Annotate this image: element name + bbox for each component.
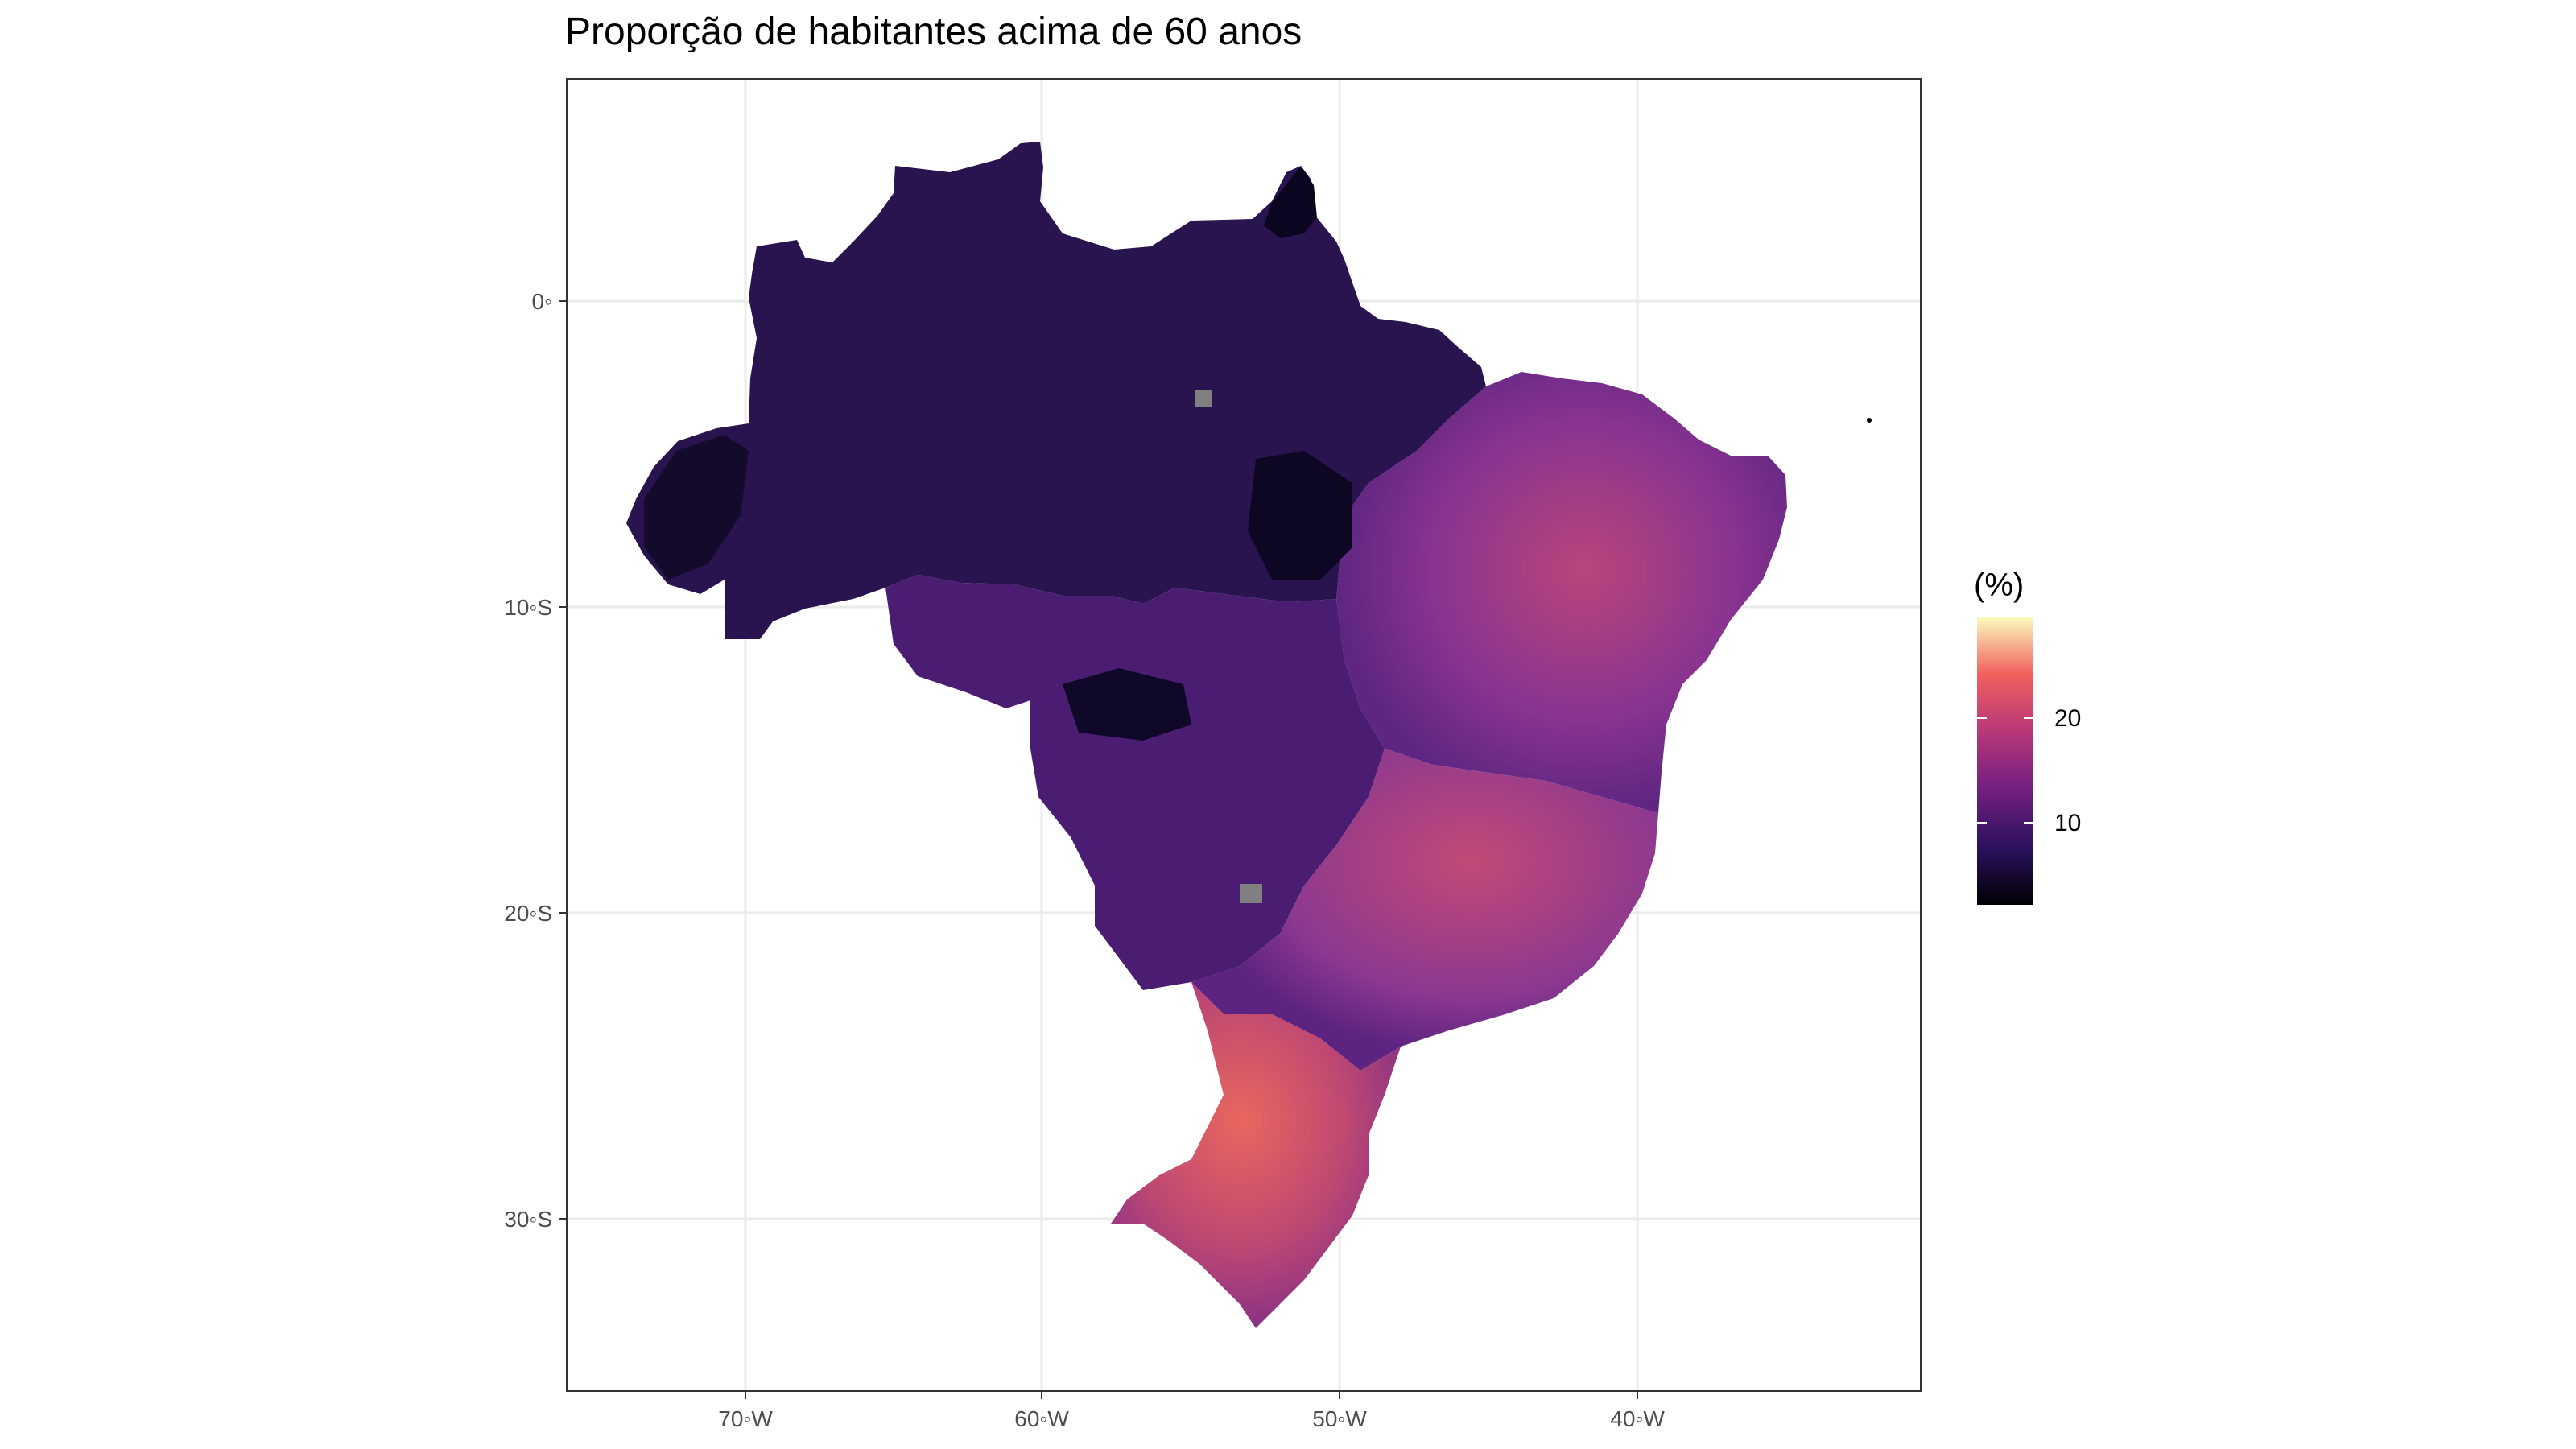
x-axis	[745, 1391, 1638, 1399]
island-fernando-de-noronha	[1867, 418, 1872, 423]
dark-patch-west	[644, 435, 749, 580]
legend-label-20: 20	[2054, 705, 2081, 732]
dark-patch-mato-grosso	[1063, 668, 1191, 741]
x-tick-label-70w: 70◦W	[718, 1406, 773, 1431]
legend-label-10: 10	[2054, 810, 2081, 836]
map-title: Proporção de habitantes acima de 60 anos	[565, 10, 1302, 53]
region-southeast	[1191, 749, 1658, 1071]
y-tick-label-0: 0◦	[532, 289, 553, 314]
y-tick-label-10s: 10◦S	[504, 595, 552, 620]
dark-patch-para	[1248, 451, 1352, 580]
x-tick-label-50w: 50◦W	[1312, 1406, 1367, 1431]
y-tick-label-20s: 20◦S	[504, 901, 552, 926]
legend-colorbar	[1977, 617, 2033, 905]
no-data-patch-1	[1195, 390, 1212, 407]
y-axis	[559, 300, 567, 1220]
legend: (%) 20 10	[1974, 568, 2081, 905]
legend-title: (%)	[1974, 568, 2024, 603]
region-south	[1111, 982, 1401, 1328]
region-northeast	[1336, 372, 1787, 813]
y-tick-label-30s: 30◦S	[504, 1207, 552, 1232]
x-tick-label-60w: 60◦W	[1014, 1406, 1069, 1431]
dark-patch-amapa	[1264, 166, 1317, 238]
no-data-patch-2	[1240, 884, 1262, 903]
x-tick-label-40w: 40◦W	[1610, 1406, 1665, 1431]
brazil-map	[626, 142, 1872, 1328]
panel-border	[566, 78, 1922, 1392]
